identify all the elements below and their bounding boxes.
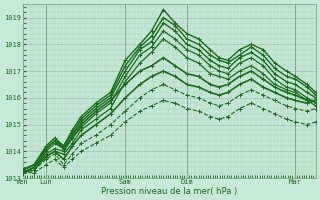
X-axis label: Pression niveau de la mer( hPa ): Pression niveau de la mer( hPa ): [101, 187, 237, 196]
